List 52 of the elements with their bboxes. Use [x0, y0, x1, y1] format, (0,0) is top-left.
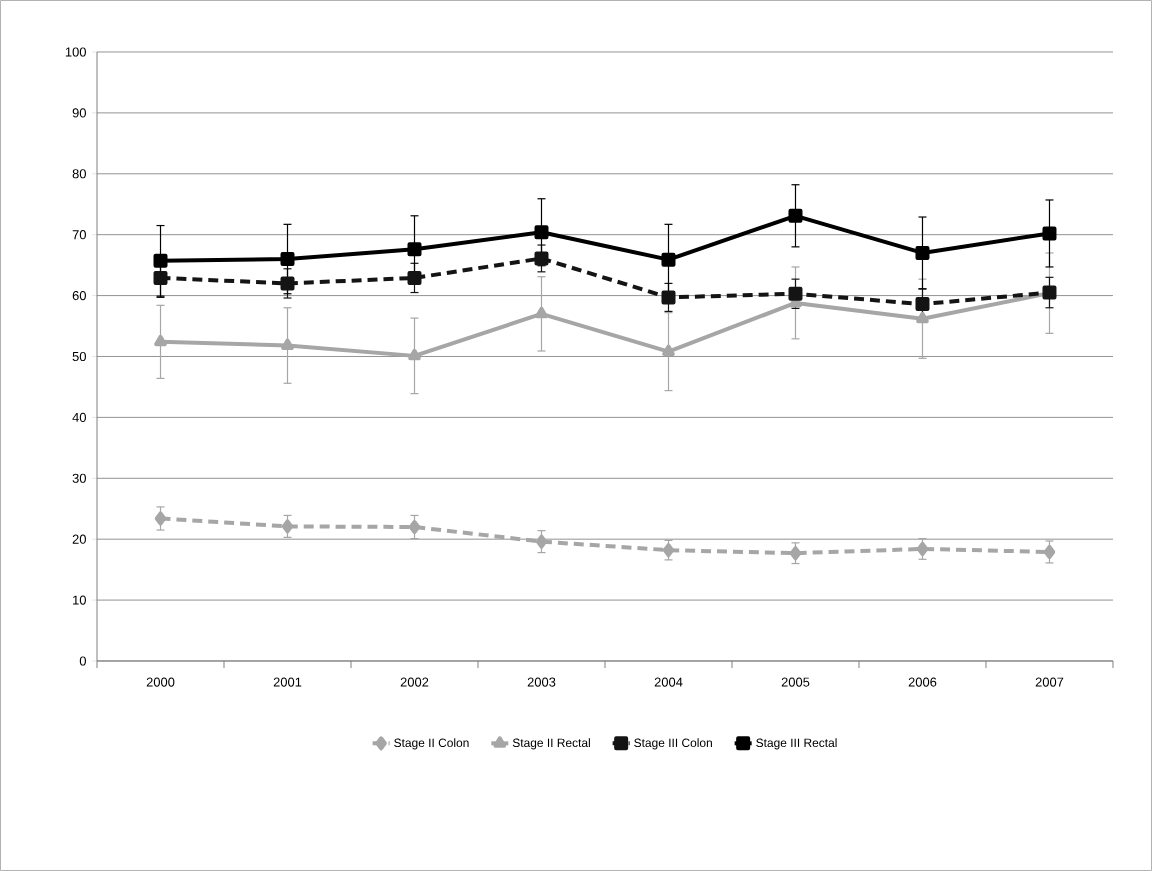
point: [1043, 544, 1056, 559]
point: [153, 253, 168, 268]
point: [916, 311, 929, 324]
y-tick-label: 20: [72, 534, 86, 544]
y-tick-label: 80: [72, 169, 86, 179]
y-tick-label: 100: [65, 47, 86, 57]
point: [280, 252, 295, 267]
point: [661, 290, 676, 305]
point: [154, 334, 167, 347]
point: [661, 252, 676, 267]
point: [535, 534, 548, 549]
point: [1042, 226, 1057, 241]
point: [407, 242, 422, 257]
legend-label: Stage II Rectal: [512, 738, 590, 750]
point: [153, 270, 168, 285]
point: [788, 286, 803, 301]
y-tick-label: 70: [72, 230, 86, 240]
x-tick-label: 2002: [400, 677, 429, 687]
y-tick-label: 10: [73, 595, 86, 605]
point: [281, 338, 294, 351]
point: [662, 344, 675, 357]
x-tick-label: 2006: [908, 677, 937, 687]
legend-label: Stage III Colon: [634, 738, 712, 750]
y-tick-label: 50: [72, 351, 86, 362]
legend-label: Stage II Colon: [394, 738, 469, 750]
x-tick-label: 2007: [1035, 677, 1064, 687]
x-tick-label: 2005: [781, 677, 810, 687]
point: [534, 251, 549, 266]
y-tick-label: 0: [79, 656, 86, 666]
point: [154, 511, 167, 526]
point: [915, 245, 930, 260]
point: [662, 543, 675, 558]
point: [915, 297, 930, 312]
point: [281, 519, 294, 534]
y-tick-label: 60: [72, 291, 86, 301]
x-tick-label: 2001: [273, 677, 302, 687]
y-tick-label: 30: [72, 473, 86, 483]
y-tick-label: 90: [72, 108, 86, 118]
point: [788, 208, 803, 223]
x-tick-label: 2004: [654, 677, 683, 687]
point: [408, 520, 421, 534]
point: [535, 306, 548, 319]
point: [916, 541, 929, 556]
x-tick-label: 2003: [527, 677, 556, 687]
point: [407, 270, 422, 285]
point: [280, 276, 295, 291]
y-tick-label: 40: [72, 412, 86, 422]
point: [534, 225, 549, 240]
x-tick-label: 2000: [146, 677, 175, 687]
point: [789, 546, 802, 561]
legend-label: Stage III Rectal: [756, 738, 837, 750]
point: [408, 348, 421, 361]
